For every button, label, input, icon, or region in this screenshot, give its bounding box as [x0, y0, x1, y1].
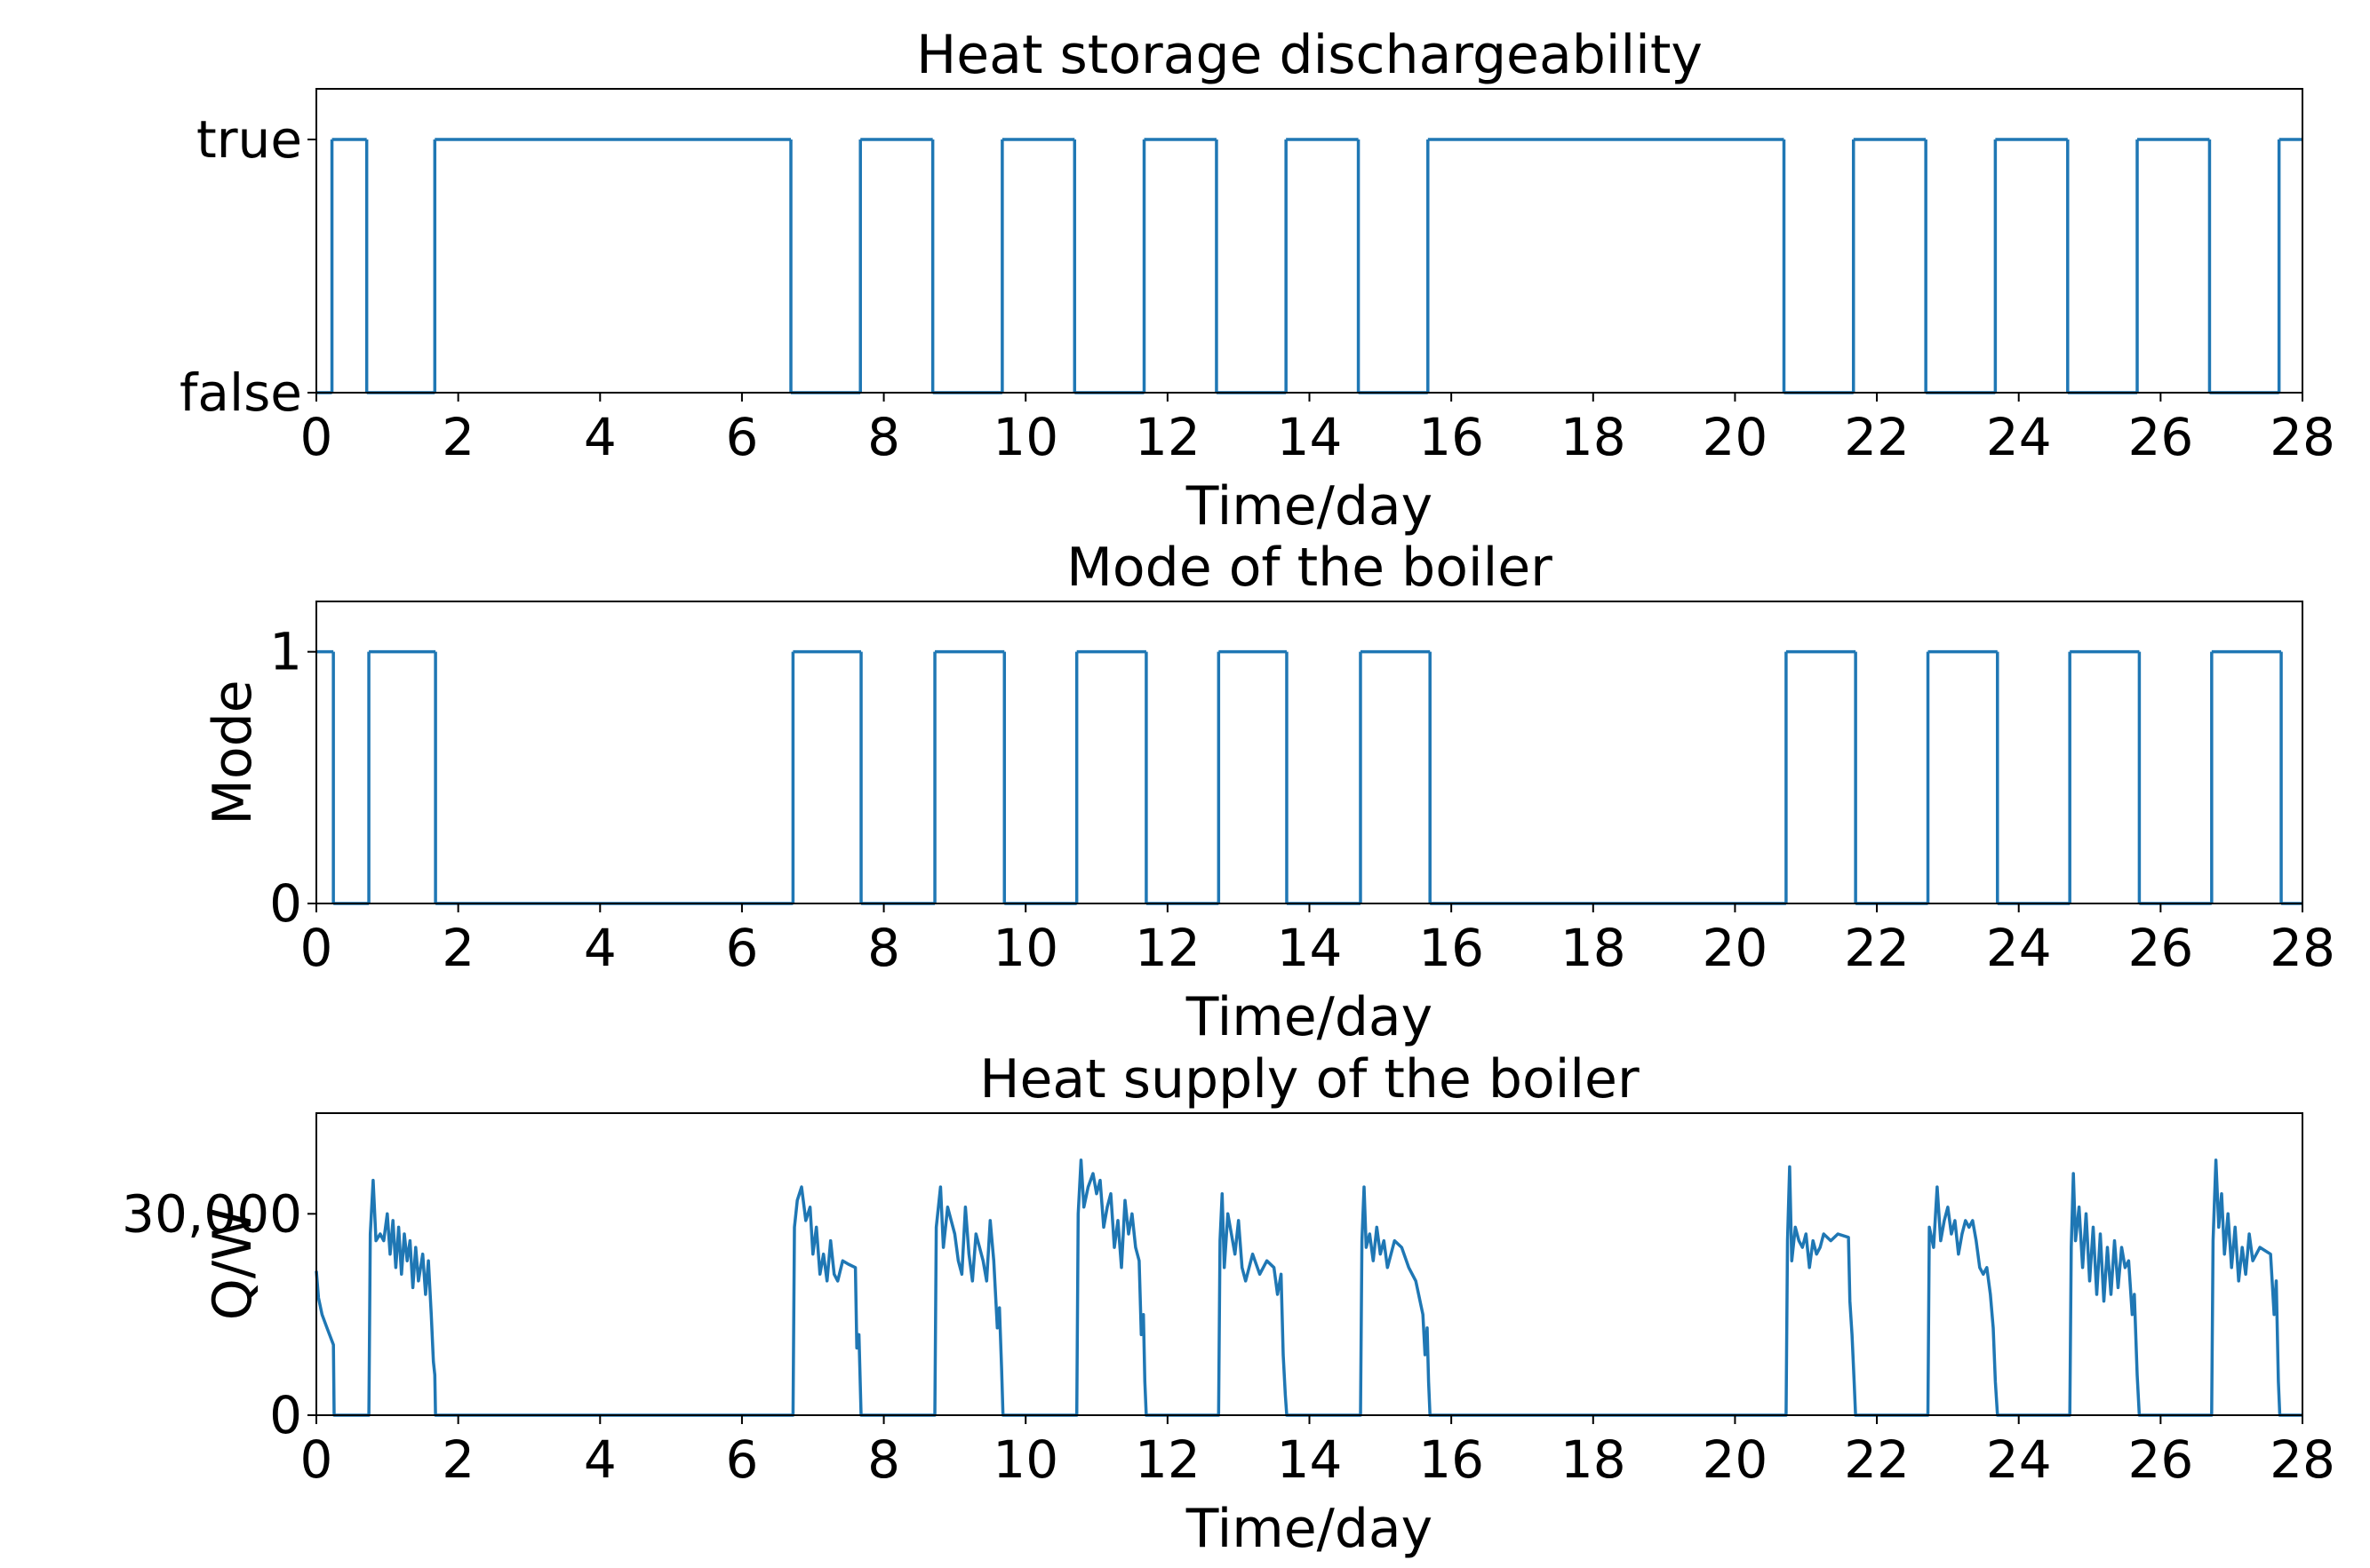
x-tick-label: 0	[300, 1429, 333, 1490]
x-axis-label: Time/day	[1185, 475, 1432, 537]
x-tick-label: 0	[300, 918, 333, 978]
series	[315, 1158, 2302, 1417]
x-tick-label: 24	[1986, 407, 2052, 467]
x-tick-label: 26	[2127, 1429, 2193, 1490]
x-tick-label: 10	[993, 918, 1058, 978]
x-tick-label: 18	[1560, 407, 1626, 467]
x-tick-label: 20	[1703, 1429, 1768, 1490]
x-tick-label: 28	[2270, 407, 2335, 467]
x-tick-label: 24	[1986, 918, 2052, 978]
x-axis-label: Time/day	[1185, 986, 1432, 1048]
x-tick-label: 20	[1703, 407, 1768, 467]
x-tick-label: 0	[300, 407, 333, 467]
x-tick-label: 22	[1844, 407, 1910, 467]
x-tick-label: 12	[1135, 407, 1201, 467]
y-tick-label: 30,000	[122, 1183, 302, 1244]
x-tick-label: 26	[2127, 918, 2193, 978]
y-tick-label: 0	[269, 1385, 302, 1445]
x-tick-label: 6	[725, 407, 758, 467]
y-axis-label: Q/W	[202, 1208, 264, 1321]
x-tick-label: 8	[867, 1429, 900, 1490]
x-tick-label: 22	[1844, 1429, 1910, 1490]
x-tick-label: 28	[2270, 918, 2335, 978]
plot-frame	[315, 88, 2303, 394]
x-tick-label: 18	[1560, 1429, 1626, 1490]
x-tick-label: 4	[584, 1429, 617, 1490]
chart-title: Mode of the boiler	[1066, 537, 1552, 599]
x-tick-label: 12	[1135, 918, 1201, 978]
x-tick-label: 6	[725, 1429, 758, 1490]
series	[316, 138, 2302, 394]
x-tick-label: 16	[1418, 1429, 1484, 1490]
x-tick-label: 26	[2127, 407, 2193, 467]
x-tick-label: 16	[1418, 918, 1484, 978]
x-tick-label: 14	[1277, 407, 1343, 467]
x-tick-label: 2	[442, 407, 475, 467]
y-tick-label: 1	[269, 622, 302, 682]
x-tick-label: 10	[993, 407, 1058, 467]
x-tick-label: 14	[1277, 918, 1343, 978]
x-tick-label: 18	[1560, 918, 1626, 978]
chart-title: Heat supply of the boiler	[979, 1048, 1640, 1110]
x-tick-label: 20	[1703, 918, 1768, 978]
x-tick-label: 14	[1277, 1429, 1343, 1490]
x-tick-label: 8	[867, 918, 900, 978]
series	[316, 649, 2302, 905]
x-tick-label: 4	[584, 918, 617, 978]
x-tick-label: 2	[442, 918, 475, 978]
x-tick-label: 10	[993, 1429, 1058, 1490]
chart-title: Heat storage dischargeability	[916, 24, 1703, 86]
y-axis-label: Mode	[202, 680, 264, 824]
x-tick-label: 22	[1844, 918, 1910, 978]
x-tick-label: 8	[867, 407, 900, 467]
plot-frame	[315, 601, 2303, 904]
x-tick-label: 24	[1986, 1429, 2052, 1490]
y-tick-label: true	[196, 109, 302, 170]
x-tick-label: 6	[725, 918, 758, 978]
x-tick-label: 2	[442, 1429, 475, 1490]
x-tick-label: 16	[1418, 407, 1484, 467]
x-tick-label: 4	[584, 407, 617, 467]
x-axis-label: Time/day	[1185, 1498, 1432, 1560]
plot-frame	[315, 1112, 2303, 1416]
x-tick-label: 28	[2270, 1429, 2335, 1490]
x-tick-label: 12	[1135, 1429, 1201, 1490]
data-line	[315, 1158, 2302, 1417]
y-tick-label: false	[180, 362, 302, 423]
y-tick-label: 0	[269, 873, 302, 934]
